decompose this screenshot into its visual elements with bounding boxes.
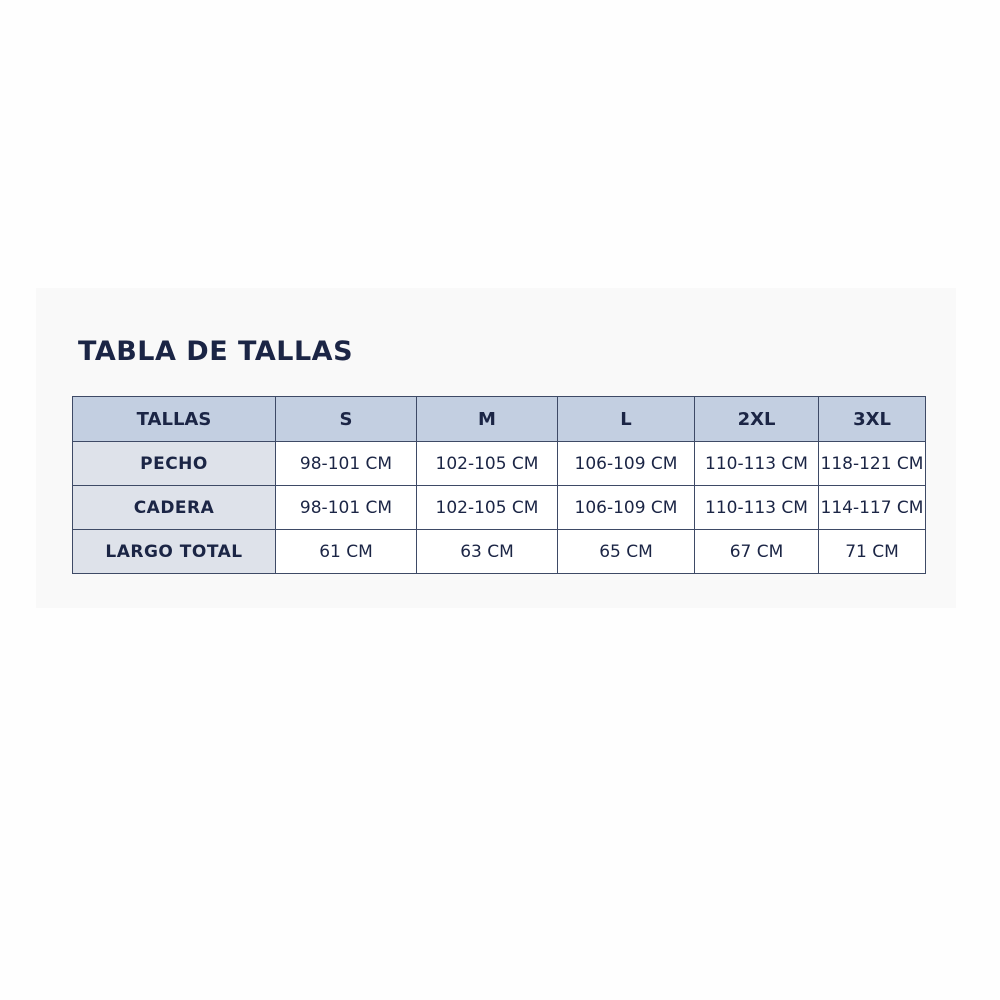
header-l: L — [557, 396, 695, 442]
header-tallas: TALLAS — [72, 396, 276, 442]
table-cell: 98-101 CM — [275, 485, 417, 530]
row-label: CADERA — [72, 485, 276, 530]
table-cell: 67 CM — [694, 529, 819, 574]
table-row: PECHO 98-101 CM 102-105 CM 106-109 CM 11… — [72, 441, 926, 486]
header-2xl: 2XL — [694, 396, 819, 442]
table-cell: 102-105 CM — [416, 441, 558, 486]
table-cell: 110-113 CM — [694, 441, 819, 486]
table-cell: 61 CM — [275, 529, 417, 574]
header-3xl: 3XL — [818, 396, 926, 442]
header-m: M — [416, 396, 558, 442]
header-s: S — [275, 396, 417, 442]
row-label: LARGO TOTAL — [72, 529, 276, 574]
table-cell: 71 CM — [818, 529, 926, 574]
table-header-row: TALLAS S M L 2XL 3XL — [72, 396, 926, 442]
table-cell: 63 CM — [416, 529, 558, 574]
table-cell: 65 CM — [557, 529, 695, 574]
table-row: CADERA 98-101 CM 102-105 CM 106-109 CM 1… — [72, 485, 926, 530]
table-row: LARGO TOTAL 61 CM 63 CM 65 CM 67 CM 71 C… — [72, 529, 926, 574]
table-cell: 114-117 CM — [818, 485, 926, 530]
row-label: PECHO — [72, 441, 276, 486]
table-cell: 98-101 CM — [275, 441, 417, 486]
table-cell: 102-105 CM — [416, 485, 558, 530]
table-cell: 106-109 CM — [557, 441, 695, 486]
page-title: TABLA DE TALLAS — [78, 336, 354, 367]
table-cell: 110-113 CM — [694, 485, 819, 530]
table-cell: 106-109 CM — [557, 485, 695, 530]
size-table: TALLAS S M L 2XL 3XL PECHO 98-101 CM 102… — [72, 396, 926, 574]
table-cell: 118-121 CM — [818, 441, 926, 486]
